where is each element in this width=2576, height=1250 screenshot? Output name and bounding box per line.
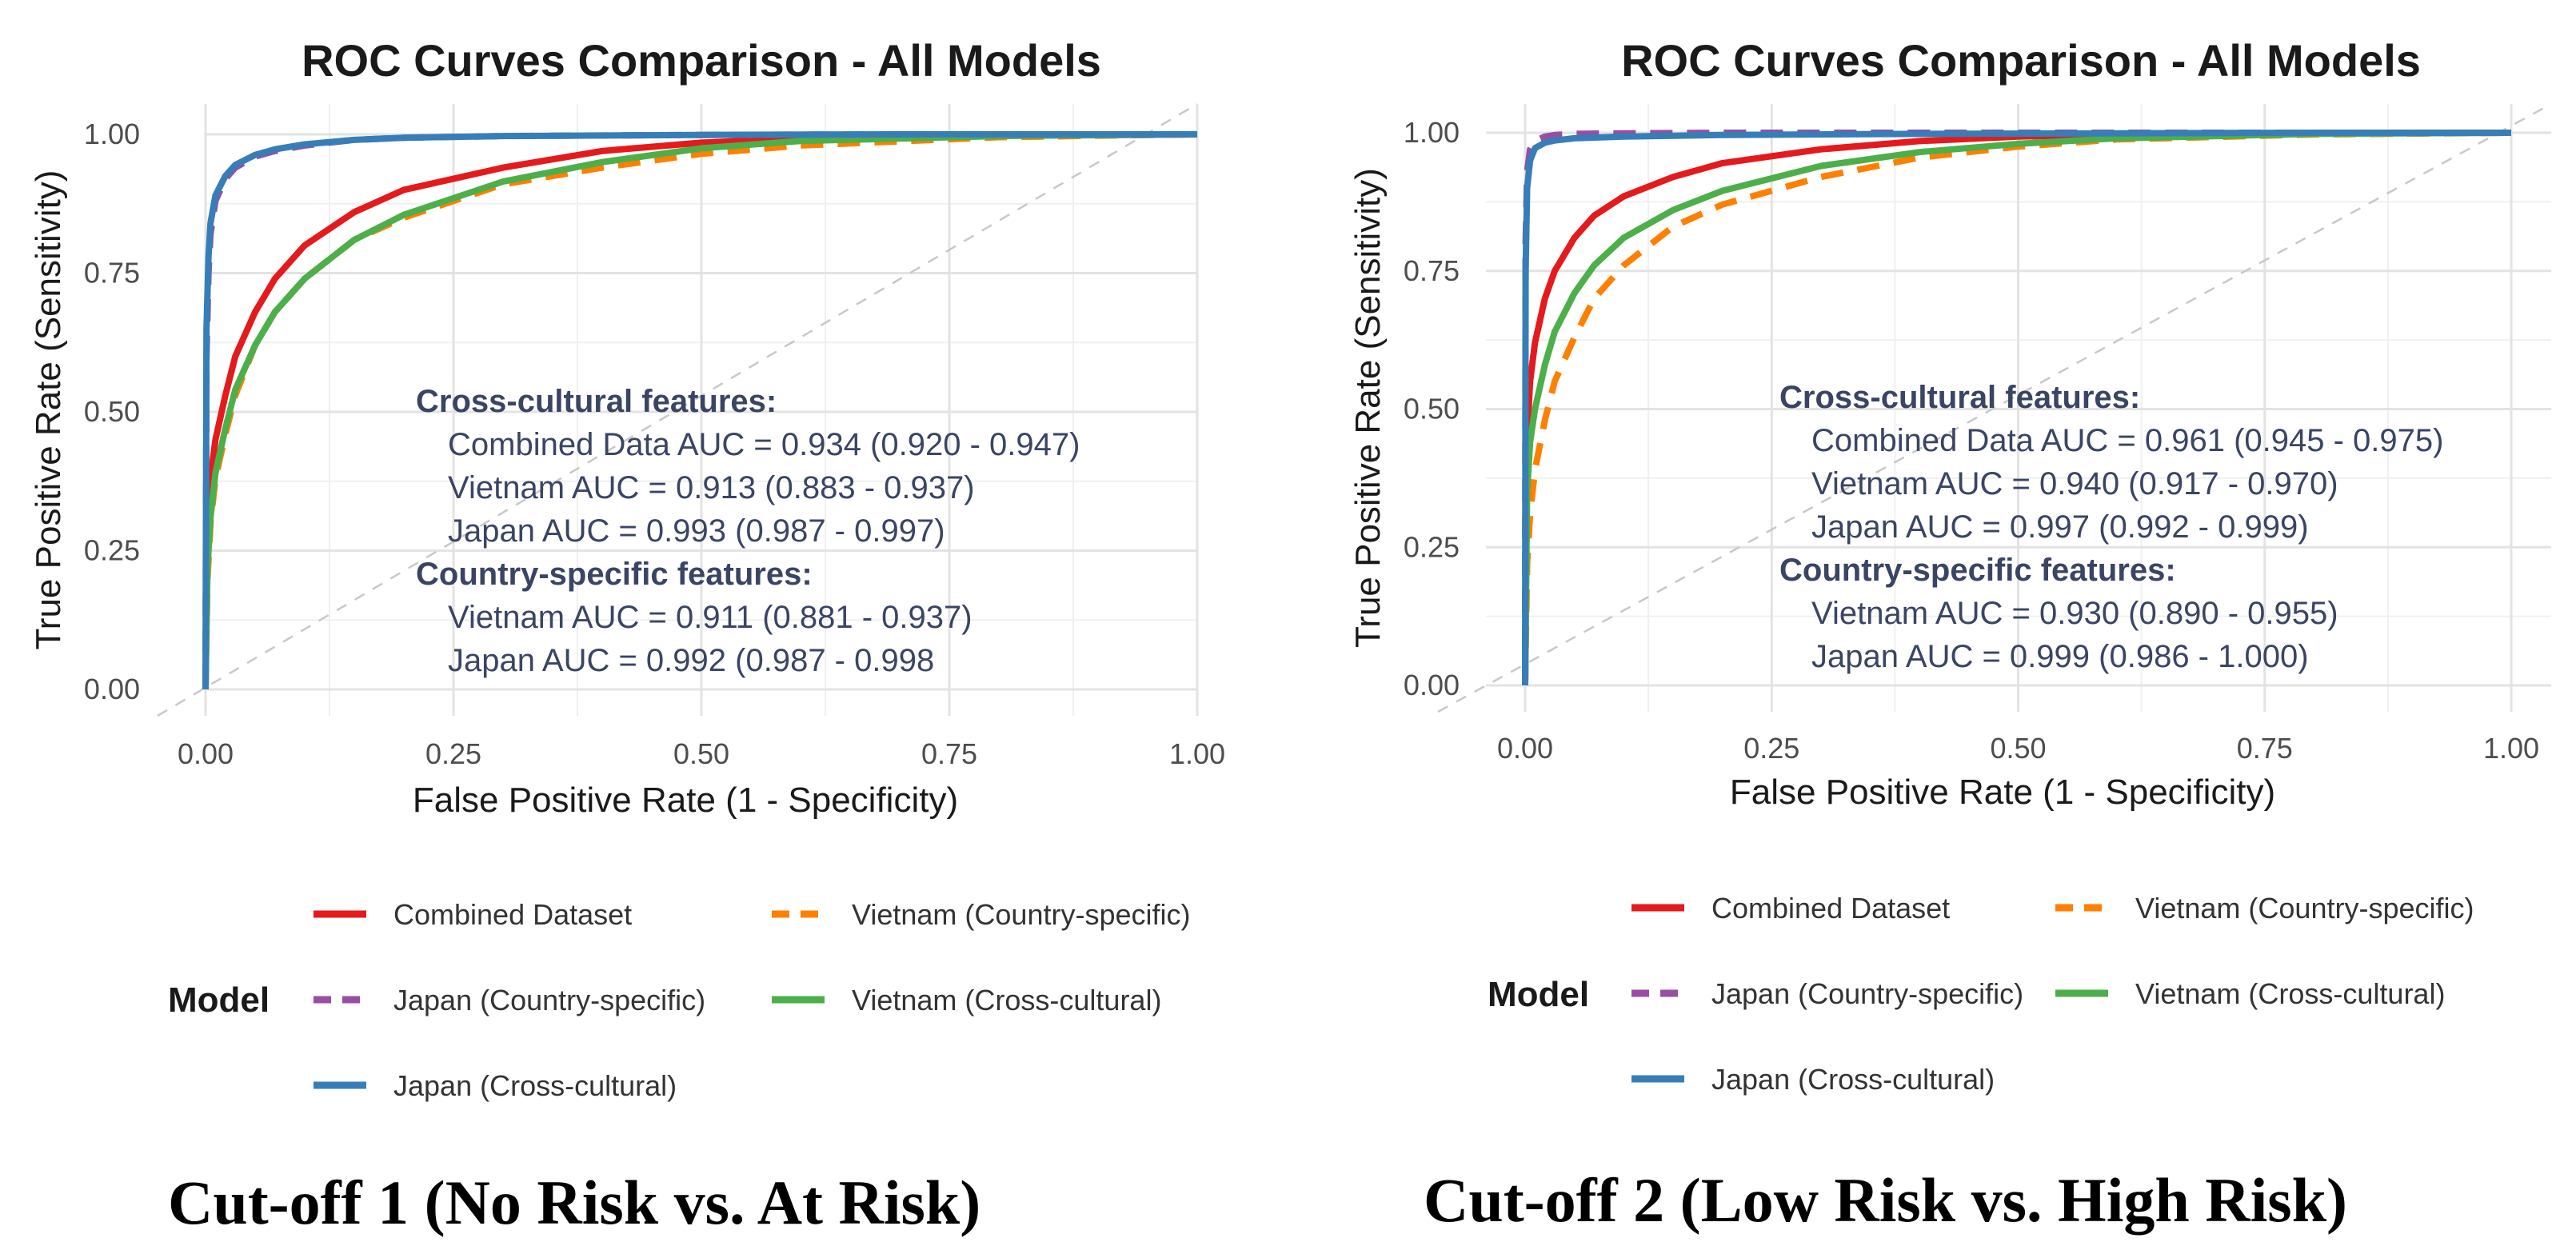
auc-annotation: Cross-cultural features: Combined Data AU… <box>1779 380 2443 674</box>
legend: Model Combined Dataset Vietnam (Country-sp… <box>168 898 1190 1102</box>
legend-title: Model <box>1488 975 1589 1014</box>
y-tick-label: 0.50 <box>84 395 140 428</box>
x-tick-label: 0.75 <box>2237 732 2293 765</box>
annotation-auc-line: Japan AUC = 0.997 (0.992 - 0.999) <box>1811 509 2309 545</box>
annotation-auc-line: Japan AUC = 0.992 (0.987 - 0.998 <box>448 643 934 678</box>
roc-line-vietnam-cross-cultural <box>1522 130 2512 686</box>
x-axis-title: False Positive Rate (1 - Specificity) <box>1730 773 2275 812</box>
legend-label: Japan (Cross-cultural) <box>1711 1063 1995 1096</box>
y-tick-label: 0.25 <box>1404 530 1460 563</box>
annotation-heading-cross-cultural: Cross-cultural features: <box>1779 380 2140 415</box>
x-tick-label: 0.00 <box>178 737 234 770</box>
legend-label: Combined Dataset <box>1711 892 1950 925</box>
legend-title: Model <box>168 980 270 1020</box>
annotation-heading-country-specific: Country-specific features: <box>1779 553 2176 588</box>
legend-item: Combined Dataset <box>1631 892 1950 925</box>
annotation-auc-line: Vietnam AUC = 0.930 (0.890 - 0.955) <box>1811 596 2338 631</box>
roc-line-japan-cross-cultural <box>1522 130 2511 686</box>
legend-label: Vietnam (Cross-cultural) <box>2135 977 2445 1010</box>
annotation-auc-line: Japan AUC = 0.993 (0.987 - 0.997) <box>448 513 945 549</box>
legend-label: Vietnam (Country-specific) <box>852 898 1190 931</box>
annotation-auc-line: Vietnam AUC = 0.911 (0.881 - 0.937) <box>448 600 972 635</box>
diagonal-reference-line <box>1437 102 2552 713</box>
legend-item: Vietnam (Country-specific) <box>772 898 1190 931</box>
y-axis-title: True Positive Rate (Sensitivity) <box>29 170 68 650</box>
annotation-auc-line: Combined Data AUC = 0.961 (0.945 - 0.975… <box>1811 423 2443 458</box>
y-tick-label: 0.50 <box>1404 393 1460 425</box>
roc-panel-2: ROC Curves Comparison - All Models 0.00 0.… <box>1348 35 2552 1235</box>
legend-item: Vietnam (Country-specific) <box>2055 892 2474 925</box>
x-tick-label: 1.00 <box>1169 737 1225 770</box>
x-tick-label: 0.25 <box>425 737 481 770</box>
x-tick-label: 0.50 <box>673 737 729 770</box>
diagonal-reference-line <box>157 102 1198 717</box>
annotation-auc-line: Japan AUC = 0.999 (0.986 - 1.000) <box>1811 639 2309 674</box>
roc-panel-1: ROC Curves Comparison - All Models 0.00 0.… <box>29 35 1225 1237</box>
roc-series <box>202 131 1198 690</box>
auc-annotation: Cross-cultural features: Combined Data AU… <box>416 384 1080 678</box>
x-tick-label: 1.00 <box>2483 732 2539 765</box>
y-tick-label: 0.25 <box>84 534 140 567</box>
x-tick-label: 0.50 <box>1990 732 2046 765</box>
legend-item: Japan (Cross-cultural) <box>314 1069 677 1102</box>
annotation-auc-line: Vietnam AUC = 0.913 (0.883 - 0.937) <box>448 470 975 505</box>
legend-label: Japan (Cross-cultural) <box>393 1069 677 1102</box>
roc-line-japan-cross-cultural <box>202 131 1197 690</box>
x-tick-label: 0.00 <box>1497 732 1553 765</box>
legend-label: Combined Dataset <box>393 898 632 931</box>
y-axis-title: True Positive Rate (Sensitivity) <box>1348 168 1388 648</box>
y-tick-label: 1.00 <box>1404 116 1460 149</box>
legend-label: Vietnam (Cross-cultural) <box>852 984 1161 1016</box>
roc-line-japan-country-specific <box>1522 130 2511 686</box>
panel-caption: Cut-off 2 (Low Risk vs. High Risk) <box>1424 1165 2347 1235</box>
y-tick-label: 0.00 <box>84 673 140 705</box>
legend-item: Japan (Country-specific) <box>1631 977 2023 1010</box>
chart-title: ROC Curves Comparison - All Models <box>302 35 1101 86</box>
annotation-heading-cross-cultural: Cross-cultural features: <box>416 384 777 419</box>
y-tick-label: 0.00 <box>1404 669 1460 701</box>
chart-title: ROC Curves Comparison - All Models <box>1621 35 2421 86</box>
legend-item: Japan (Cross-cultural) <box>1631 1063 1995 1096</box>
legend-item: Japan (Country-specific) <box>314 984 705 1016</box>
legend-item: Vietnam (Cross-cultural) <box>772 984 1161 1016</box>
legend-item: Vietnam (Cross-cultural) <box>2055 977 2445 1010</box>
roc-line-vietnam-cross-cultural <box>202 131 1198 690</box>
x-tick-label: 0.25 <box>1743 732 1799 765</box>
legend: Model Combined Dataset Vietnam (Country-sp… <box>1488 892 2474 1096</box>
annotation-auc-line: Vietnam AUC = 0.940 (0.917 - 0.970) <box>1811 466 2338 501</box>
legend-item: Combined Dataset <box>314 898 632 931</box>
legend-label: Japan (Country-specific) <box>1711 977 2023 1010</box>
y-tick-label: 0.75 <box>1404 254 1460 287</box>
y-tick-label: 1.00 <box>84 118 140 150</box>
x-tick-label: 0.75 <box>921 737 977 770</box>
panel-caption: Cut-off 1 (No Risk vs. At Risk) <box>168 1168 980 1237</box>
annotation-heading-country-specific: Country-specific features: <box>416 557 813 592</box>
roc-line-combined-dataset <box>202 131 1198 690</box>
y-tick-label: 0.75 <box>84 257 140 290</box>
legend-label: Vietnam (Country-specific) <box>2135 892 2474 925</box>
x-axis-title: False Positive Rate (1 - Specificity) <box>413 781 958 820</box>
legend-label: Japan (Country-specific) <box>393 984 705 1016</box>
annotation-auc-line: Combined Data AUC = 0.934 (0.920 - 0.947… <box>448 427 1080 462</box>
roc-series <box>1522 130 2512 686</box>
